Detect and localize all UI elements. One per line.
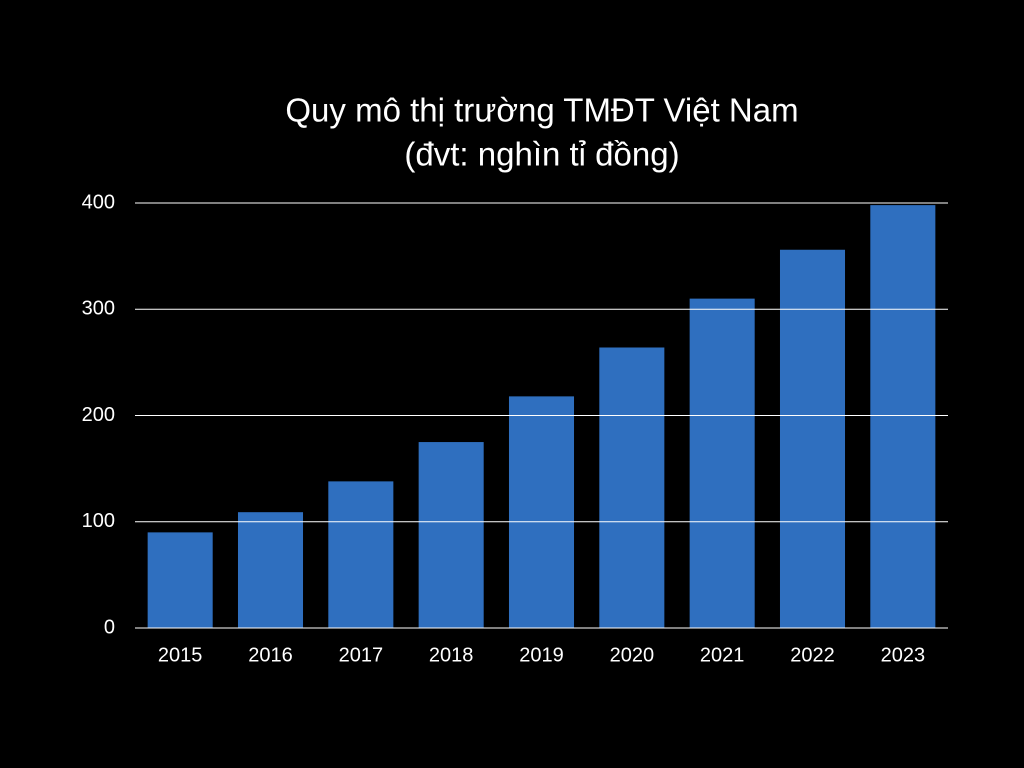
bar [508, 396, 575, 628]
chart-subtitle: (đvt: nghìn tỉ đồng) [404, 136, 679, 173]
bar [599, 347, 665, 628]
x-tick-label: 2020 [610, 644, 655, 666]
chart-title: Quy mô thị trường TMĐT Việt Nam [285, 92, 798, 129]
bar [870, 205, 936, 628]
y-tick-label: 100 [82, 510, 115, 532]
x-tick-label: 2022 [790, 644, 835, 666]
y-tick-label: 300 [82, 298, 115, 320]
x-tick-label: 2019 [519, 644, 564, 666]
bar [689, 298, 755, 628]
bar [779, 249, 846, 628]
x-tick-label: 2021 [700, 644, 745, 666]
y-tick-label: 0 [104, 616, 115, 638]
y-tick-label: 200 [82, 404, 115, 426]
x-tick-label: 2017 [339, 644, 384, 666]
bar [418, 442, 484, 628]
bar [328, 481, 394, 628]
y-tick-label: 400 [82, 191, 115, 213]
bar [147, 532, 213, 628]
x-tick-label: 2015 [158, 644, 203, 666]
x-tick-label: 2016 [248, 644, 293, 666]
x-tick-label: 2018 [429, 644, 474, 666]
bar [237, 512, 304, 628]
x-tick-label: 2023 [881, 644, 926, 666]
